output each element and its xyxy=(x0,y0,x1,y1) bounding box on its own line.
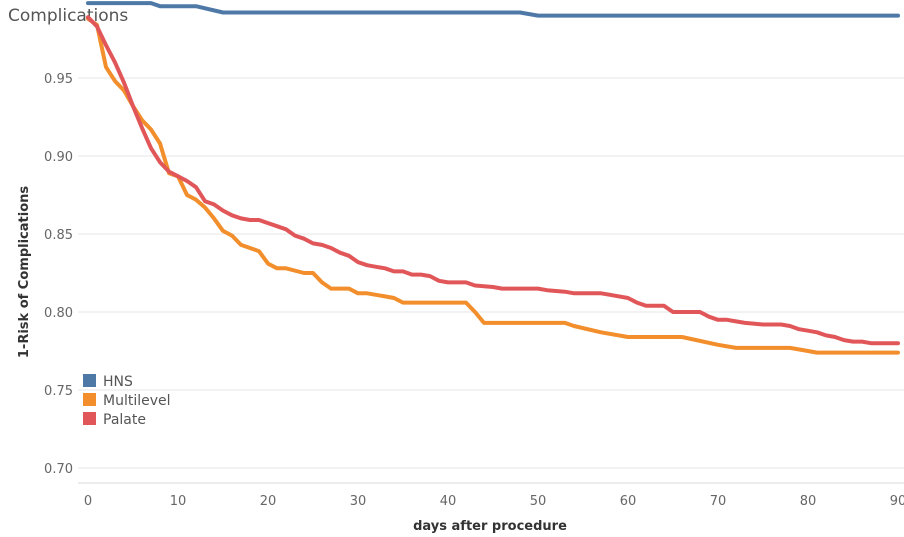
series-line-palate xyxy=(86,15,900,346)
legend-swatch-palate xyxy=(83,412,96,425)
x-tick-label: 60 xyxy=(620,494,637,509)
x-tick-label: 80 xyxy=(800,494,817,509)
gridlines xyxy=(78,77,904,484)
x-axis-label: days after procedure xyxy=(413,519,567,534)
y-tick-label: 0.75 xyxy=(44,384,73,399)
chart-title: Complications xyxy=(8,6,129,26)
x-tick-label: 10 xyxy=(170,494,187,509)
series-line-hns xyxy=(86,1,900,18)
legend-swatch-hns xyxy=(83,374,96,387)
y-tick-label: 0.95 xyxy=(44,72,73,87)
x-tick-label: 70 xyxy=(710,494,727,509)
y-tick-label: 0.70 xyxy=(44,462,73,477)
legend-label-palate: Palate xyxy=(103,412,146,428)
legend-label-hns: HNS xyxy=(103,374,133,390)
legend-swatch-multilevel xyxy=(83,393,96,406)
x-tick-label: 90 xyxy=(890,494,904,509)
y-tick-label: 0.85 xyxy=(44,228,73,243)
x-tick-label: 20 xyxy=(260,494,277,509)
legend: HNS Multilevel Palate xyxy=(83,374,171,428)
legend-label-multilevel: Multilevel xyxy=(103,393,171,409)
y-tick-label: 0.80 xyxy=(44,306,73,321)
x-axis-ticks: 0 10 20 30 40 50 60 70 80 90 xyxy=(84,494,904,509)
series-lines xyxy=(86,1,900,355)
y-axis-ticks: 0.70 0.75 0.80 0.85 0.90 0.95 xyxy=(44,72,73,477)
y-axis-label: 1-Risk of Complications xyxy=(17,186,32,358)
x-tick-label: 0 xyxy=(84,494,92,509)
y-tick-label: 0.90 xyxy=(44,150,73,165)
x-tick-label: 30 xyxy=(350,494,367,509)
x-tick-label: 50 xyxy=(530,494,547,509)
x-tick-label: 40 xyxy=(440,494,457,509)
series-line-multilevel xyxy=(86,16,900,355)
